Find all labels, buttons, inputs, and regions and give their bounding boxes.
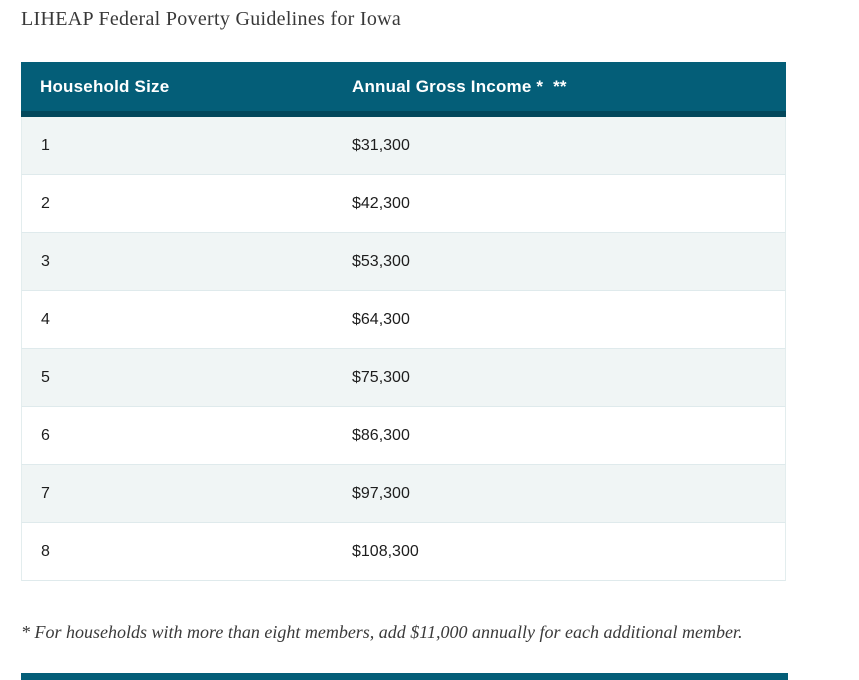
household-size-cell: 7	[21, 465, 333, 523]
household-size-cell: 3	[21, 233, 333, 291]
household-size-cell: 1	[21, 117, 333, 175]
column-header-household-size: Household Size	[21, 62, 333, 117]
annual-income-cell: $42,300	[333, 175, 786, 233]
annual-income-cell: $53,300	[333, 233, 786, 291]
footnote: * For households with more than eight me…	[21, 622, 743, 642]
poverty-guidelines-table: Household Size Annual Gross Income * ** …	[21, 62, 786, 581]
table-row: 7 $97,300	[21, 465, 786, 523]
table-row: 2 $42,300	[21, 175, 786, 233]
household-size-cell: 5	[21, 349, 333, 407]
table-row: 5 $75,300	[21, 349, 786, 407]
annual-income-cell: $97,300	[333, 465, 786, 523]
next-table-top-bar	[21, 673, 788, 680]
page-title: LIHEAP Federal Poverty Guidelines for Io…	[21, 8, 402, 30]
annual-income-cell: $86,300	[333, 407, 786, 465]
household-size-cell: 4	[21, 291, 333, 349]
annual-income-cell: $108,300	[333, 523, 786, 581]
table-header-row: Household Size Annual Gross Income * **	[21, 62, 786, 117]
household-size-cell: 2	[21, 175, 333, 233]
annual-income-cell: $31,300	[333, 117, 786, 175]
table-row: 8 $108,300	[21, 523, 786, 581]
annual-income-cell: $64,300	[333, 291, 786, 349]
household-size-cell: 8	[21, 523, 333, 581]
table-row: 1 $31,300	[21, 117, 786, 175]
table-row: 4 $64,300	[21, 291, 786, 349]
table-row: 6 $86,300	[21, 407, 786, 465]
annual-income-cell: $75,300	[333, 349, 786, 407]
household-size-cell: 6	[21, 407, 333, 465]
column-header-annual-gross-income: Annual Gross Income * **	[333, 62, 786, 117]
table-row: 3 $53,300	[21, 233, 786, 291]
